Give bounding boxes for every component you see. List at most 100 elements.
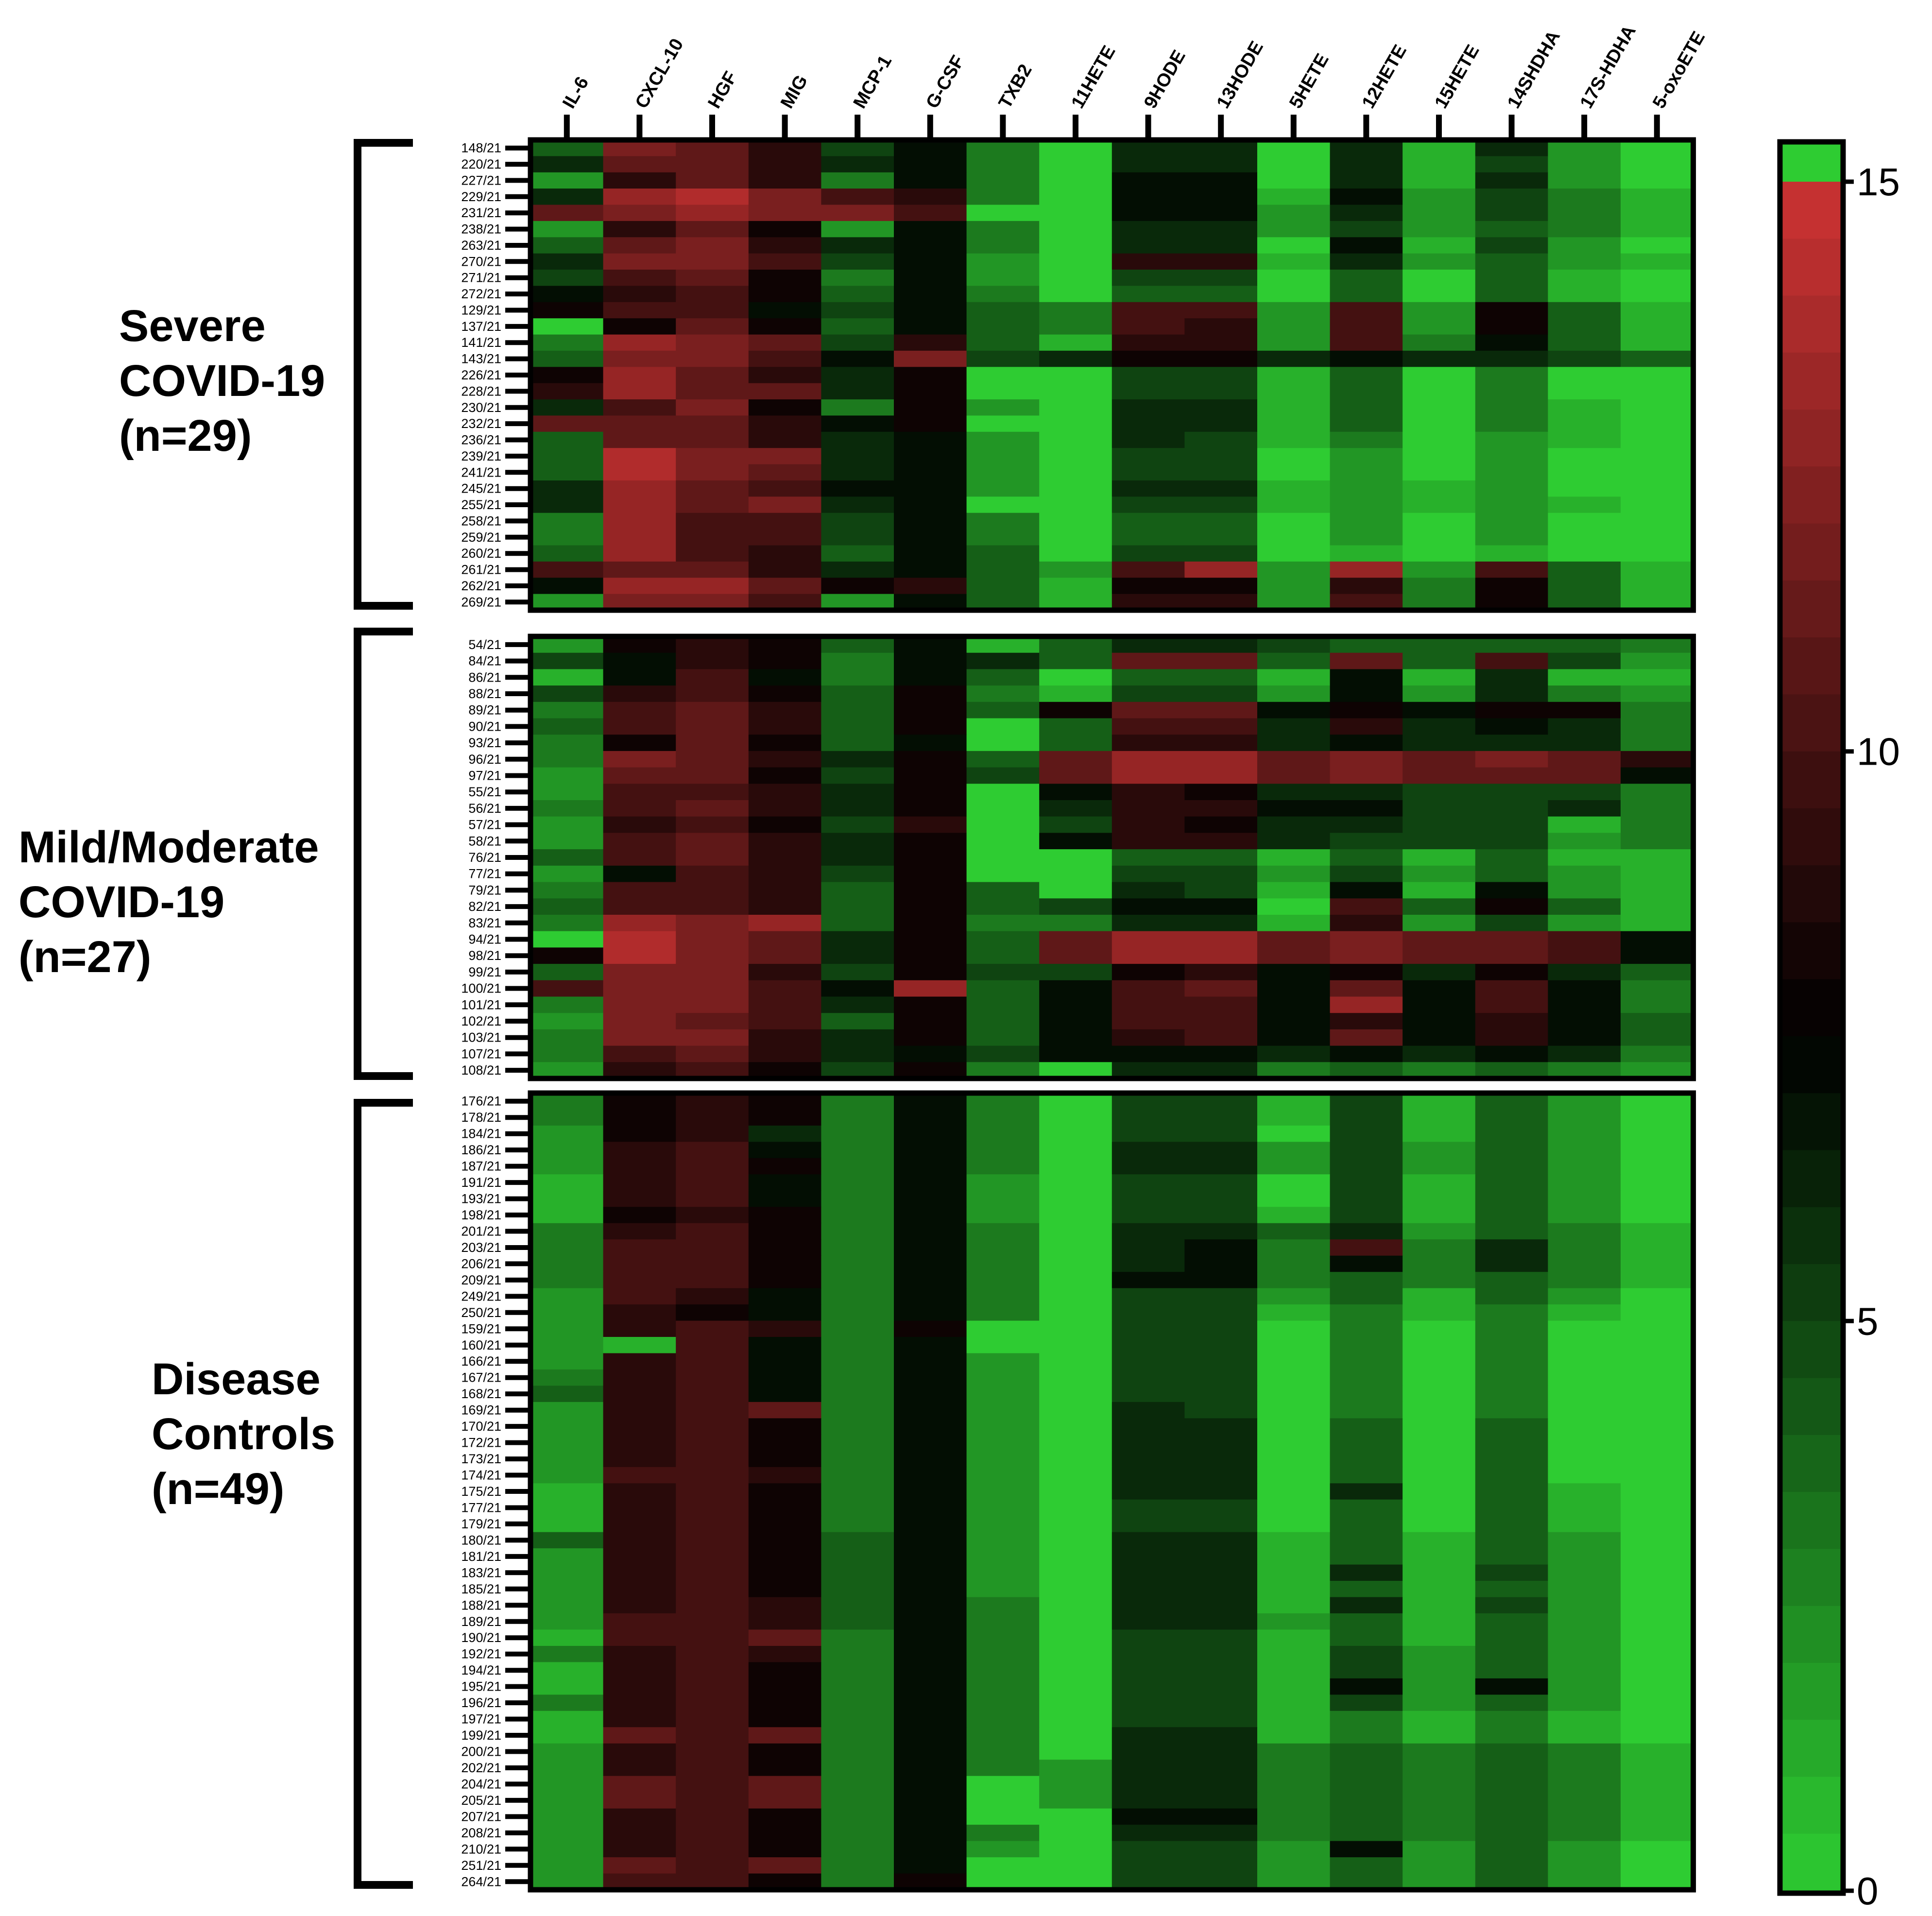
colorbar-band	[1780, 1662, 1843, 1720]
heatmap-cell	[530, 1109, 604, 1126]
heatmap-cell	[966, 1337, 1040, 1354]
colorbar-band	[1780, 1207, 1843, 1265]
heatmap-cell	[1548, 1564, 1621, 1581]
heatmap-cell	[1111, 1597, 1185, 1614]
heatmap-cell	[966, 431, 1040, 448]
row-label: 55/21	[468, 785, 501, 799]
heatmap-cell	[530, 156, 604, 173]
heatmap-cell	[821, 1451, 894, 1468]
heatmap-cell	[966, 480, 1040, 497]
row-label: 198/21	[461, 1208, 501, 1222]
heatmap-cell	[530, 318, 604, 335]
heatmap-cell	[748, 1418, 821, 1435]
heatmap-cell	[530, 1451, 604, 1468]
heatmap-cell	[1257, 1792, 1331, 1809]
heatmap-cell	[603, 1434, 676, 1451]
heatmap-cell	[1621, 1760, 1694, 1777]
column-label: 9HODE	[1140, 47, 1190, 112]
heatmap-cell	[748, 140, 821, 156]
heatmap-cell	[1039, 1499, 1112, 1516]
heatmap-cell	[1111, 480, 1185, 497]
heatmap-cell	[1257, 947, 1331, 964]
heatmap-cell	[966, 1841, 1040, 1858]
row-label: 210/21	[461, 1842, 501, 1856]
heatmap-cell	[1039, 334, 1112, 351]
heatmap-cell	[966, 383, 1040, 400]
heatmap-cell	[603, 947, 676, 964]
heatmap-cell	[676, 172, 749, 189]
heatmap-cell	[676, 448, 749, 465]
heatmap-cell	[1330, 865, 1403, 883]
heatmap-cell	[1475, 1434, 1548, 1451]
row-label: 185/21	[461, 1582, 501, 1596]
heatmap-cell	[1402, 1597, 1476, 1614]
heatmap-cell	[966, 652, 1040, 669]
heatmap-cell	[821, 1662, 894, 1679]
row-label: 231/21	[461, 205, 501, 220]
heatmap-cell	[1621, 383, 1694, 400]
heatmap-cell	[748, 1402, 821, 1419]
heatmap-cell	[894, 1255, 967, 1272]
heatmap-cell	[1548, 1776, 1621, 1793]
heatmap-cell	[1257, 800, 1331, 817]
heatmap-cell	[1330, 1760, 1403, 1777]
heatmap-cell	[1402, 669, 1476, 686]
heatmap-cell	[966, 156, 1040, 173]
heatmap-cell	[1039, 1013, 1112, 1030]
heatmap-cell	[603, 286, 676, 303]
heatmap-cell	[1330, 1808, 1403, 1825]
heatmap-cell	[530, 701, 604, 719]
heatmap-cell	[821, 718, 894, 735]
heatmap-cell	[676, 1597, 749, 1614]
heatmap-cell	[676, 205, 749, 222]
heatmap-cell	[1330, 480, 1403, 497]
heatmap-cell	[1621, 1223, 1694, 1240]
heatmap-cell	[530, 302, 604, 319]
heatmap-cell	[1039, 1467, 1112, 1484]
heatmap-cell	[1111, 652, 1185, 669]
heatmap-cell	[1621, 350, 1694, 367]
heatmap-cell	[1184, 1013, 1258, 1030]
heatmap-cell	[966, 1727, 1040, 1744]
heatmap-cell	[1039, 1029, 1112, 1046]
heatmap-cell	[1039, 1597, 1112, 1614]
heatmap-cell	[530, 915, 604, 932]
heatmap-cell	[1111, 221, 1185, 238]
heatmap-cell	[1402, 1434, 1476, 1451]
heatmap-cell	[530, 1013, 604, 1030]
row-label: 179/21	[461, 1517, 501, 1531]
heatmap-cell	[1257, 652, 1331, 669]
heatmap-cell	[1257, 448, 1331, 465]
heatmap-cell	[603, 1629, 676, 1646]
heatmap-cell	[748, 367, 821, 384]
heatmap-cell	[1621, 1207, 1694, 1224]
heatmap-cell	[894, 1434, 967, 1451]
heatmap-cell	[1402, 833, 1476, 850]
heatmap-cell	[1184, 1597, 1258, 1614]
heatmap-cell	[1111, 399, 1185, 416]
heatmap-cell	[821, 1597, 894, 1614]
row-label: 239/21	[461, 449, 501, 463]
heatmap-cell	[748, 318, 821, 335]
heatmap-cell	[1475, 652, 1548, 669]
heatmap-cells	[530, 140, 1694, 1890]
heatmap-cell	[603, 849, 676, 866]
heatmap-cell	[1039, 1776, 1112, 1793]
heatmap-cell	[603, 1304, 676, 1321]
heatmap-cell	[1257, 188, 1331, 205]
heatmap-cell	[1548, 915, 1621, 932]
heatmap-cell	[1184, 898, 1258, 915]
heatmap-cell	[1111, 350, 1185, 367]
heatmap-cell	[1184, 302, 1258, 319]
heatmap-cell	[1475, 1402, 1548, 1419]
heatmap-cell	[530, 237, 604, 254]
heatmap-cell	[676, 915, 749, 932]
heatmap-cell	[966, 718, 1040, 735]
heatmap-cell	[1257, 1239, 1331, 1256]
heatmap-cell	[676, 156, 749, 173]
heatmap-cell	[1184, 1386, 1258, 1403]
heatmap-cell	[1402, 849, 1476, 866]
heatmap-cell	[603, 188, 676, 205]
heatmap-cell	[821, 205, 894, 222]
heatmap-cell	[603, 1223, 676, 1240]
